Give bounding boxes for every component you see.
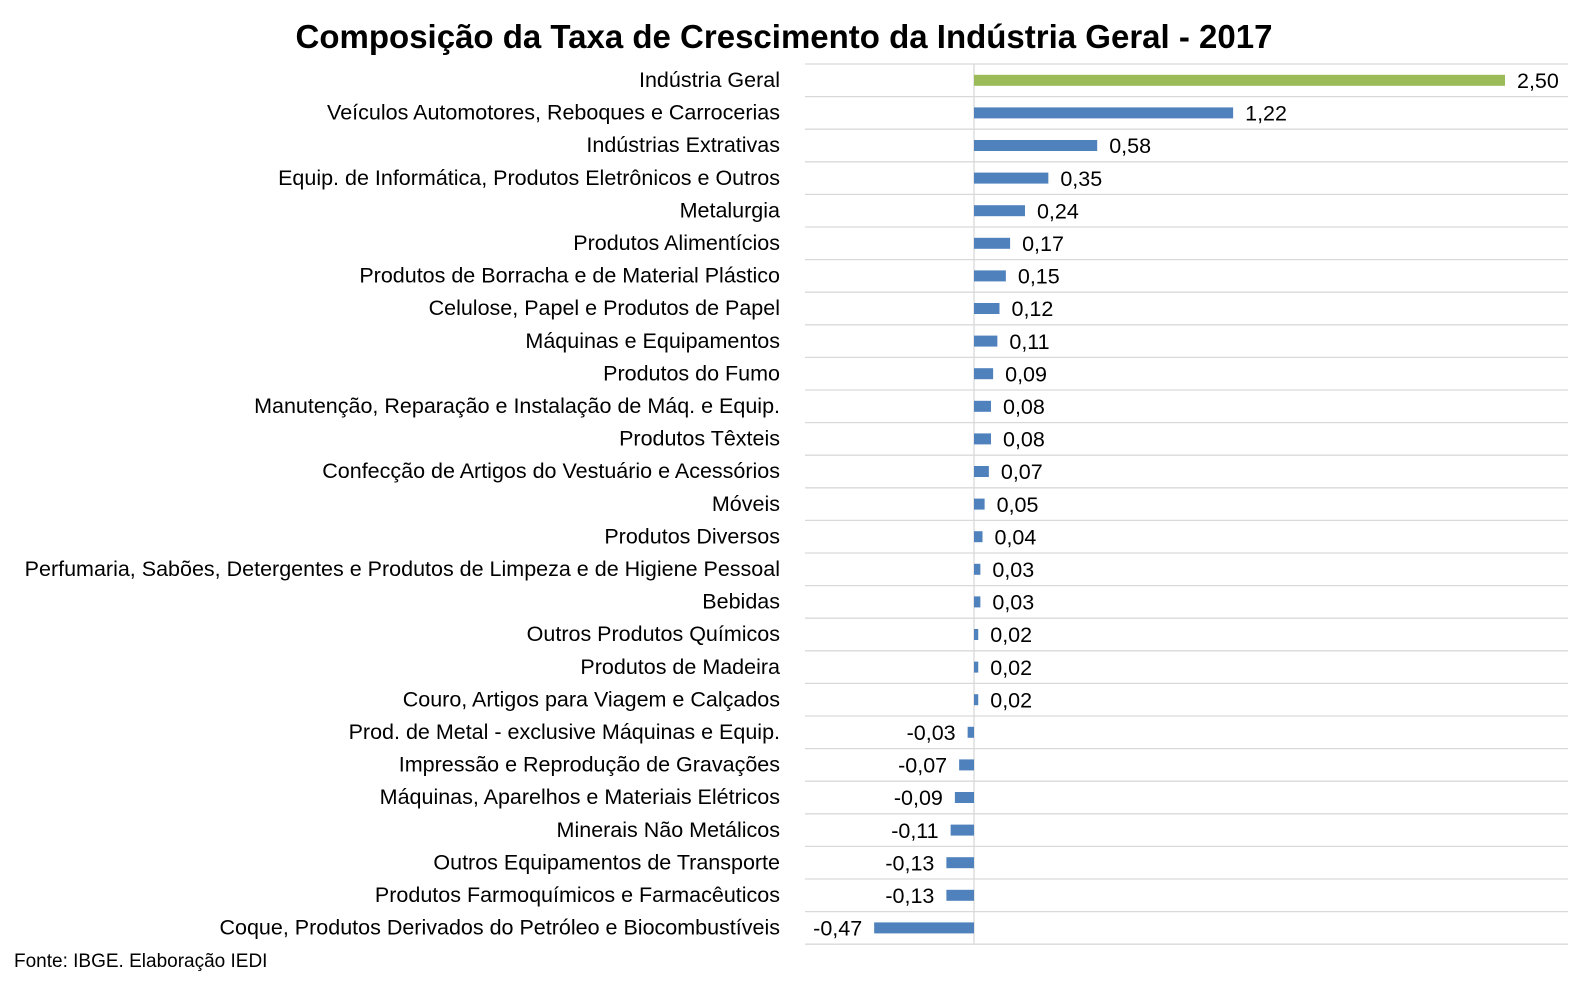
category-label: Produtos do Fumo: [603, 361, 780, 385]
bar: [959, 759, 974, 771]
data-label: -0,13: [885, 884, 934, 908]
bar: [974, 335, 998, 347]
category-label: Impressão e Reprodução de Gravações: [399, 753, 780, 777]
bar: [974, 563, 981, 575]
category-label: Prod. de Metal - exclusive Máquinas e Eq…: [349, 720, 780, 744]
category-label: Indústrias Extrativas: [586, 133, 780, 157]
category-label: Equip. de Informática, Produtos Eletrôni…: [278, 166, 780, 190]
data-label: 0,11: [1009, 330, 1049, 354]
category-label: Produtos Alimentícios: [573, 231, 780, 255]
bar: [974, 368, 994, 380]
data-label: -0,13: [885, 851, 934, 875]
category-label: Minerais Não Metálicos: [557, 818, 780, 842]
bar: [974, 74, 1505, 86]
data-label: 0,07: [1001, 460, 1043, 484]
bar: [974, 629, 979, 640]
data-label: 0,05: [997, 493, 1039, 517]
data-label: 0,24: [1037, 199, 1079, 223]
data-label: -0,11: [891, 819, 938, 843]
bar: [974, 661, 979, 673]
bar: [967, 726, 974, 738]
data-label: -0,03: [907, 721, 956, 745]
category-label: Confecção de Artigos do Vestuário e Aces…: [322, 459, 780, 483]
bar: [974, 498, 985, 510]
chart-source-note: Fonte: IBGE. Elaboração IEDI: [14, 951, 268, 972]
bar: [974, 303, 1000, 314]
category-label: Máquinas, Aparelhos e Materiais Elétrico…: [380, 785, 780, 809]
category-label: Coque, Produtos Derivados do Petróleo e …: [219, 916, 780, 940]
bar: [974, 107, 1234, 119]
bar: [974, 596, 981, 608]
bar: [974, 270, 1006, 282]
category-label: Celulose, Papel e Produtos de Papel: [429, 296, 780, 320]
data-label: 0,02: [990, 623, 1032, 647]
chart-title: Composição da Taxa de Crescimento da Ind…: [295, 18, 1273, 55]
bar: [974, 433, 991, 445]
category-label: Máquinas e Equipamentos: [525, 329, 780, 353]
category-label: Veículos Automotores, Reboques e Carroce…: [327, 101, 780, 125]
value-label-layer: 2,50 1,22 0,58 0,35 0,24 0,17 0,15 0,12 0,11 0,09…: [813, 69, 1559, 941]
category-label: Couro, Artigos para Viagem e Calçados: [403, 687, 780, 711]
bar: [874, 922, 974, 934]
category-label: Produtos de Madeira: [580, 655, 780, 679]
data-label: 0,08: [1003, 395, 1045, 419]
category-label: Produtos de Borracha e de Material Plást…: [359, 264, 780, 288]
bar: [974, 205, 1025, 217]
grid-layer: [805, 63, 1568, 945]
bar: [950, 824, 974, 836]
category-label: Produtos Farmoquímicos e Farmacêuticos: [375, 883, 780, 907]
bar: [974, 172, 1049, 184]
category-label-layer: Indústria Geral Veículos Automotores, Reb…: [25, 68, 780, 940]
bar: [954, 792, 974, 803]
category-label: Perfumaria, Sabões, Detergentes e Produt…: [25, 557, 780, 581]
bar-layer: [874, 74, 1505, 934]
data-label: 0,08: [1003, 428, 1045, 452]
data-label: 1,22: [1245, 102, 1287, 126]
bar: [946, 889, 974, 901]
data-label: 0,02: [990, 656, 1032, 680]
data-label: 0,17: [1022, 232, 1064, 256]
data-label: 0,03: [992, 591, 1034, 615]
bar: [946, 857, 974, 869]
bar: [974, 694, 979, 706]
category-label: Produtos Diversos: [604, 524, 780, 548]
category-label: Outros Produtos Químicos: [527, 622, 780, 646]
category-label: Outros Equipamentos de Transporte: [433, 850, 780, 874]
bar: [974, 237, 1011, 249]
data-label: 0,58: [1109, 134, 1151, 158]
data-label: -0,07: [898, 754, 947, 778]
category-label: Móveis: [712, 492, 780, 516]
data-label: 0,35: [1060, 167, 1102, 191]
bar: [974, 400, 991, 412]
category-label: Metalurgia: [680, 198, 780, 222]
bar: [974, 531, 983, 543]
category-label: Produtos Têxteis: [619, 427, 780, 451]
data-label: 0,02: [990, 688, 1032, 712]
data-label: 2,50: [1517, 69, 1559, 93]
data-label: 0,12: [1011, 297, 1053, 321]
data-label: -0,09: [894, 786, 943, 810]
bar: [974, 466, 989, 477]
category-label: Manutenção, Reparação e Instalação de Má…: [254, 394, 780, 418]
data-label: 0,09: [1005, 362, 1047, 386]
data-label: 0,04: [994, 525, 1036, 549]
category-label: Indústria Geral: [639, 68, 780, 92]
data-label: 0,15: [1018, 265, 1060, 289]
data-label: -0,47: [813, 917, 862, 941]
bar: [974, 140, 1098, 151]
data-label: 0,03: [992, 558, 1034, 582]
category-label: Bebidas: [702, 590, 780, 614]
